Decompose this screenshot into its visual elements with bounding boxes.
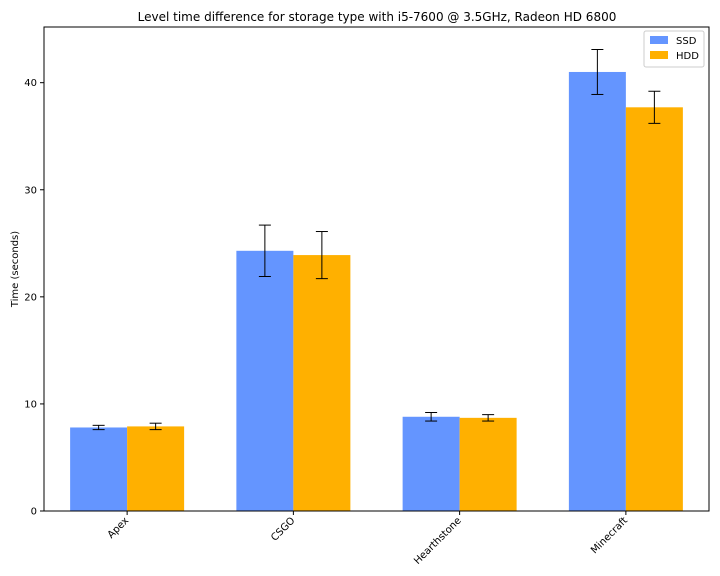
y-tick-label: 30: [24, 185, 37, 196]
legend-label-ssd: SSD: [676, 36, 697, 47]
bar-hdd-minecraft: [625, 107, 683, 511]
y-tick-label: 40: [24, 78, 37, 89]
y-tick-label: 20: [24, 292, 37, 303]
chart-title: Level time difference for storage type w…: [138, 10, 617, 24]
y-axis-label: Time (seconds): [10, 231, 21, 308]
bar-ssd-hearthstone: [402, 416, 460, 511]
bar-hdd-csgo: [293, 255, 351, 511]
legend: SSD HDD: [643, 30, 705, 68]
legend-swatch-ssd: [650, 36, 668, 44]
legend-swatch-hdd: [650, 51, 668, 59]
y-tick-label: 10: [24, 399, 37, 410]
axes-frame: [43, 26, 710, 512]
y-tick-label: 0: [31, 507, 37, 518]
bar-hdd-hearthstone: [459, 417, 517, 511]
bar-hdd-apex: [127, 426, 185, 511]
bar-ssd-csgo: [236, 250, 294, 512]
legend-label-hdd: HDD: [676, 51, 699, 62]
bar-ssd-minecraft: [568, 71, 626, 511]
bar-ssd-apex: [70, 427, 128, 511]
